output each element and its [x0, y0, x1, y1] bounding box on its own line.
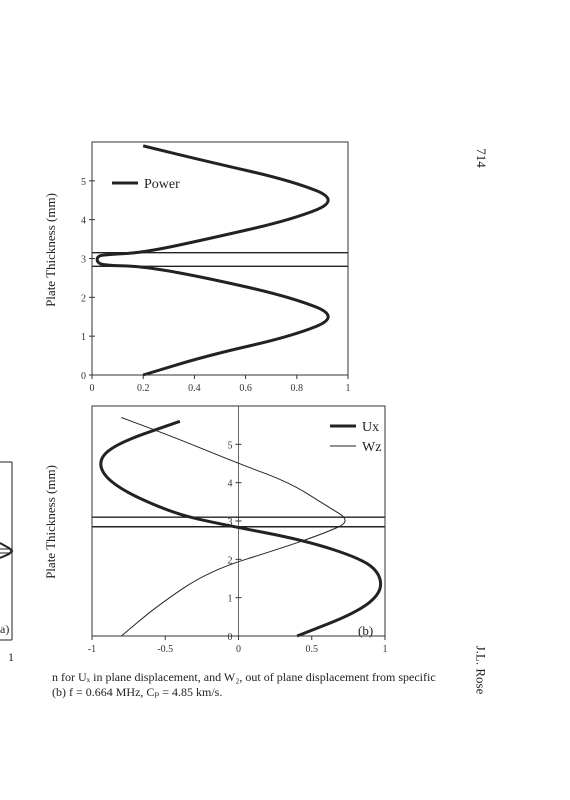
series-line-ux	[99, 419, 383, 638]
y-tick-label: 4	[81, 216, 86, 227]
y-tick-label: 3	[228, 517, 233, 528]
y-axis-label: Plate Thickness (mm)	[43, 193, 58, 307]
series-line-power	[95, 144, 330, 377]
x-tick-label: 0.2	[137, 383, 150, 394]
x-tick-label: 0.4	[188, 383, 201, 394]
y-tick-label: 0	[228, 632, 233, 643]
panel-label: (b)	[358, 623, 373, 638]
x-tick-label: 0.8	[291, 383, 304, 394]
x-tick-label: 1	[346, 383, 351, 394]
chart-displacement: Plate Thickness (mm) 0 1 2 3 4 5 -1 -0.5 0 0.5 1 U…	[43, 405, 388, 655]
y-tick-label: 5	[81, 177, 86, 188]
x-tick-label: 0	[236, 644, 241, 655]
y-tick-label: 2	[228, 555, 233, 566]
partial-panel-a-curve	[0, 542, 14, 559]
figure-caption-line-1: n for Uₓ in plane displacement, and W₂, …	[52, 670, 436, 684]
partial-axis-tick: 1	[8, 650, 14, 664]
x-tick-label: 0.6	[239, 383, 252, 394]
series-line-wz	[120, 417, 346, 637]
y-tick-label: 4	[228, 479, 233, 490]
page-number: 714	[473, 148, 489, 168]
y-tick-label: 1	[81, 332, 86, 343]
y-tick-label: 2	[81, 293, 86, 304]
y-tick-label: 0	[81, 371, 86, 382]
legend-label: Wz	[362, 440, 381, 455]
plot-frame	[91, 141, 349, 376]
partial-panel-a-label: a)	[0, 622, 10, 636]
figure-caption-line-2: (b) f = 0.664 MHz, Cₚ = 4.85 km/s.	[52, 685, 223, 699]
legend-label: Power	[144, 177, 180, 192]
x-tick-label: -1	[88, 644, 96, 655]
x-tick-label: 0.5	[306, 644, 319, 655]
y-axis-label: Plate Thickness (mm)	[43, 465, 58, 579]
legend-label: Ux	[362, 420, 379, 435]
x-tick-label: 1	[383, 644, 388, 655]
y-tick-label: 5	[228, 440, 233, 451]
partial-panel-a	[0, 461, 14, 641]
y-tick-label: 3	[81, 255, 86, 266]
chart-power: Plate Thickness (mm) 0 1 2 3 4 5 0 0.2 0.4 0.6 0.8…	[43, 141, 351, 394]
plot-frame	[91, 405, 386, 637]
x-tick-label: 0	[90, 383, 95, 394]
y-tick-label: 1	[228, 594, 233, 605]
x-tick-label: -0.5	[157, 644, 173, 655]
running-head: J.L. Rose	[473, 645, 489, 695]
